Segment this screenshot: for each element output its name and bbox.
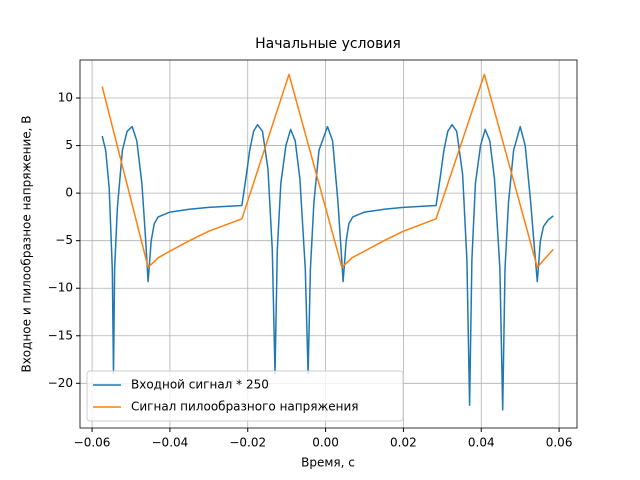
y-tick-label: 5 [65,138,73,152]
x-tick-label: −0.02 [229,436,266,450]
y-tick-label: 0 [65,186,73,200]
y-tick-label: −5 [55,233,73,247]
x-axis-label: Время, с [301,456,355,470]
series-line [101,73,554,269]
y-axis-label: Входное и пилообразное напряжение, В [20,115,34,372]
x-tick-label: −0.04 [152,436,189,450]
y-tick-label: −10 [48,281,73,295]
legend-label: Сигнал пилообразного напряжения [131,400,359,414]
plot-lines [101,73,554,411]
x-tick-label: 0.04 [468,436,495,450]
plot-frame [79,59,578,429]
legend-label: Входной сигнал * 250 [131,378,269,392]
x-tick-label: 0.00 [312,436,339,450]
y-tick-label: −20 [48,376,73,390]
y-tick-label: −15 [48,328,73,342]
y-tick-label: 10 [58,91,73,105]
chart-title: Начальные условия [255,36,401,52]
x-tick-label: −0.06 [74,436,111,450]
x-tick-label: 0.02 [390,436,417,450]
legend-box [86,370,404,422]
x-tick-label: 0.06 [546,436,573,450]
series-line [101,123,554,411]
